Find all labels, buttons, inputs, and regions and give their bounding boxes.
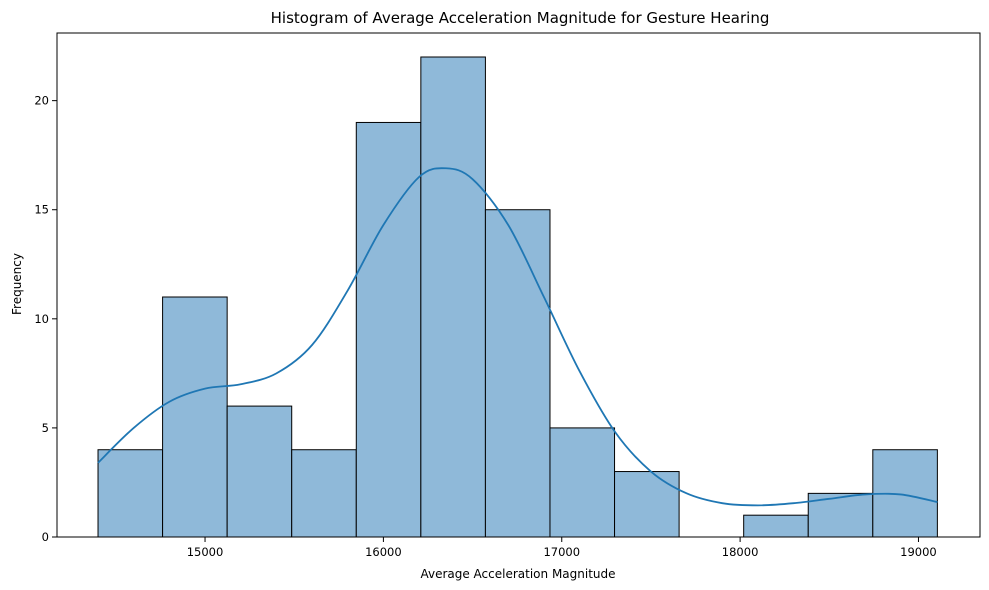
y-axis-label: Frequency <box>10 253 24 315</box>
histogram-bar <box>549 427 616 538</box>
y-tick-label: 0 <box>42 530 49 544</box>
histogram-bar <box>226 405 293 538</box>
x-tick-label: 17000 <box>543 545 580 559</box>
histogram-bar <box>420 56 486 538</box>
chart-title: Histogram of Average Acceleration Magnit… <box>271 9 770 27</box>
x-tick-label: 19000 <box>900 545 937 559</box>
y-tick-label: 5 <box>42 421 49 435</box>
x-tick-label: 15000 <box>187 545 224 559</box>
x-tick-label: 16000 <box>365 545 402 559</box>
histogram-bar <box>97 449 164 538</box>
histogram-bar <box>743 514 809 538</box>
histogram-bar <box>162 296 228 538</box>
x-tick-label: 18000 <box>722 545 759 559</box>
plot-frame <box>56 32 981 538</box>
histogram-bar <box>355 121 422 538</box>
y-tick-label: 20 <box>34 94 49 108</box>
x-axis-label: Average Acceleration Magnitude <box>420 567 615 581</box>
y-axis: 0 5 10 15 20 <box>34 94 57 544</box>
bars-group <box>97 56 938 538</box>
histogram-bar <box>484 209 551 538</box>
y-tick-label: 10 <box>34 312 49 326</box>
histogram-bar <box>291 449 357 538</box>
kde-curve <box>97 167 938 507</box>
x-axis: 15000 16000 17000 18000 19000 <box>187 537 937 559</box>
histogram-bar <box>614 471 680 538</box>
y-tick-label: 15 <box>34 203 49 217</box>
